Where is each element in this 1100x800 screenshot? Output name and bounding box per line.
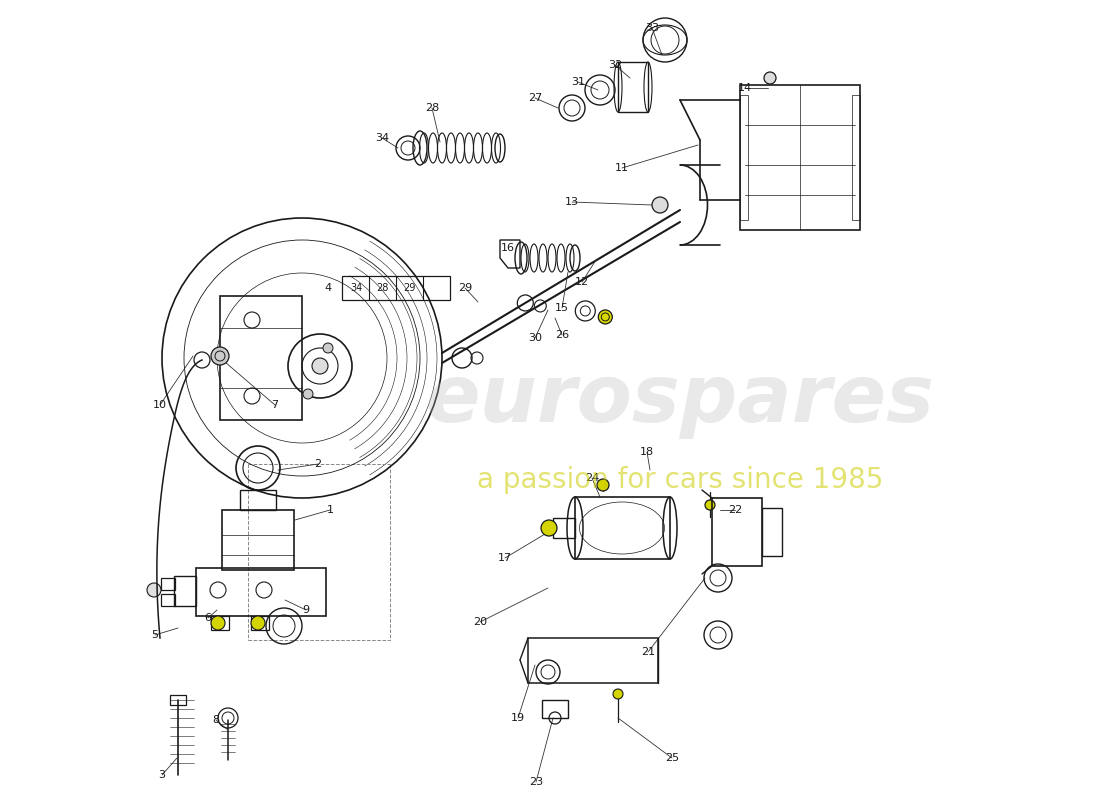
- Text: 5: 5: [152, 630, 158, 640]
- Bar: [222, 510, 294, 570]
- Circle shape: [764, 72, 776, 84]
- Text: 27: 27: [528, 93, 542, 103]
- Text: 6: 6: [205, 613, 211, 623]
- Text: 3: 3: [158, 770, 165, 780]
- Text: 8: 8: [212, 715, 220, 725]
- Text: 29: 29: [403, 283, 415, 293]
- Circle shape: [541, 520, 557, 536]
- Bar: [342, 276, 450, 300]
- Bar: [852, 95, 860, 220]
- Text: 25: 25: [664, 753, 679, 763]
- Circle shape: [312, 358, 328, 374]
- Text: 7: 7: [272, 400, 278, 410]
- Bar: [575, 497, 670, 559]
- Bar: [553, 518, 575, 538]
- Bar: [528, 638, 658, 683]
- Text: 17: 17: [498, 553, 513, 563]
- Circle shape: [302, 389, 313, 399]
- Bar: [712, 498, 762, 566]
- Text: 23: 23: [529, 777, 543, 787]
- Circle shape: [251, 616, 265, 630]
- Text: 28: 28: [376, 283, 388, 293]
- Text: 26: 26: [554, 330, 569, 340]
- Text: 11: 11: [615, 163, 629, 173]
- Text: 4: 4: [324, 283, 331, 293]
- Bar: [542, 700, 568, 718]
- Circle shape: [323, 343, 333, 353]
- Bar: [740, 85, 860, 230]
- Text: a passion for cars since 1985: a passion for cars since 1985: [476, 466, 883, 494]
- Text: 13: 13: [565, 197, 579, 207]
- Bar: [170, 695, 186, 705]
- Bar: [251, 616, 270, 630]
- Text: 21: 21: [641, 647, 656, 657]
- Text: 10: 10: [153, 400, 167, 410]
- Text: 2: 2: [315, 459, 321, 469]
- Bar: [220, 296, 302, 420]
- Circle shape: [211, 347, 229, 365]
- Text: 34: 34: [375, 133, 389, 143]
- Text: eurospares: eurospares: [426, 361, 935, 439]
- Text: 12: 12: [575, 277, 590, 287]
- Bar: [161, 578, 175, 590]
- Bar: [196, 568, 326, 616]
- Text: 20: 20: [473, 617, 487, 627]
- Text: 29: 29: [458, 283, 472, 293]
- Text: 18: 18: [640, 447, 654, 457]
- Circle shape: [598, 310, 613, 324]
- Circle shape: [652, 197, 668, 213]
- Bar: [618, 62, 648, 112]
- Circle shape: [705, 500, 715, 510]
- Bar: [762, 508, 782, 556]
- Text: 22: 22: [728, 505, 743, 515]
- Text: 30: 30: [528, 333, 542, 343]
- Text: 1: 1: [327, 505, 333, 515]
- Text: 34: 34: [350, 283, 362, 293]
- Text: 14: 14: [738, 83, 752, 93]
- Text: 9: 9: [302, 605, 309, 615]
- Bar: [211, 616, 229, 630]
- Circle shape: [597, 479, 609, 491]
- Text: 15: 15: [556, 303, 569, 313]
- Text: 24: 24: [585, 473, 600, 483]
- Bar: [240, 490, 276, 510]
- Bar: [161, 594, 175, 606]
- Circle shape: [211, 616, 226, 630]
- Bar: [740, 95, 748, 220]
- Circle shape: [147, 583, 161, 597]
- Bar: [174, 576, 196, 606]
- Text: 16: 16: [500, 243, 515, 253]
- Circle shape: [613, 689, 623, 699]
- Text: 33: 33: [645, 23, 659, 33]
- Text: 28: 28: [425, 103, 439, 113]
- Text: 31: 31: [571, 77, 585, 87]
- Text: 32: 32: [608, 60, 623, 70]
- Text: 19: 19: [510, 713, 525, 723]
